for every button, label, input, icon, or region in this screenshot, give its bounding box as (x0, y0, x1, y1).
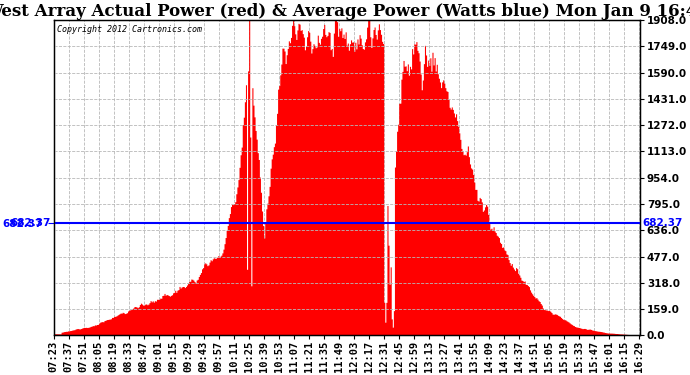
Text: 682.37: 682.37 (10, 217, 51, 228)
Text: Copyright 2012 Cartronics.com: Copyright 2012 Cartronics.com (57, 25, 201, 34)
Text: 682.37: 682.37 (642, 217, 683, 228)
Title: West Array Actual Power (red) & Average Power (Watts blue) Mon Jan 9 16:41: West Array Actual Power (red) & Average … (0, 3, 690, 20)
